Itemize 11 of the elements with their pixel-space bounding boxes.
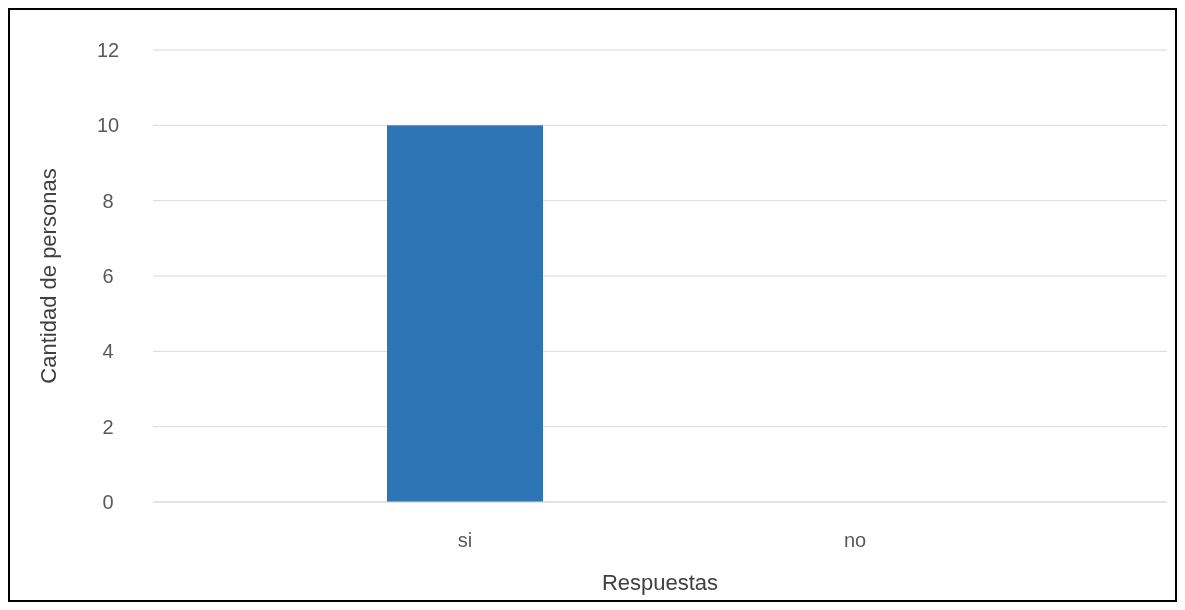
y-tick-label: 8	[102, 189, 114, 212]
x-tick-label: si	[457, 529, 473, 551]
y-tick-label: 6	[102, 265, 114, 287]
y-tick-label: 2	[102, 415, 114, 438]
x-tick-label: no	[843, 529, 867, 551]
x-axis-title: Respuestas	[601, 570, 719, 595]
y-tick-label: 12	[96, 39, 120, 61]
y-tick-label: 0	[102, 491, 114, 513]
y-tick-label: 10	[96, 114, 120, 137]
y-tick-label: 4	[102, 340, 114, 363]
y-axis-title: Cantidad de personas	[36, 168, 61, 384]
